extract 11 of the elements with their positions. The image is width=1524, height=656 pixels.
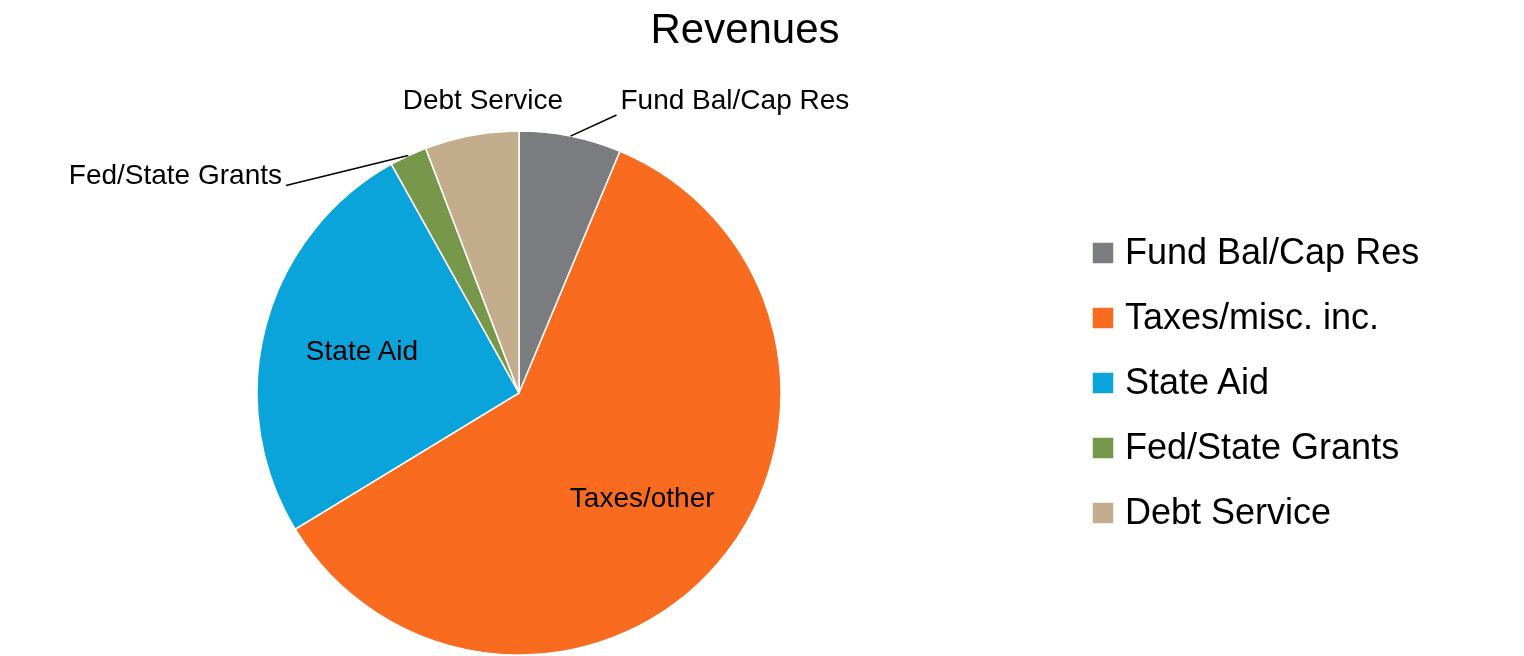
text: Fund Bal/Cap Res [620,84,850,115]
legend-label: Fund Bal/Cap Res [1125,231,1420,272]
text: Taxes/other [569,481,715,513]
legend-label: State Aid [1125,361,1270,402]
legend-label: Debt Service [1125,491,1332,532]
text: State Aid [305,334,418,366]
text: Debt Service [402,84,563,115]
legend-label: Taxes/misc. inc. [1125,296,1380,337]
legend-label: Fed/State Grants [1125,426,1400,467]
text: Fed/State Grants [68,158,282,190]
chart-title: Revenues [650,5,840,52]
